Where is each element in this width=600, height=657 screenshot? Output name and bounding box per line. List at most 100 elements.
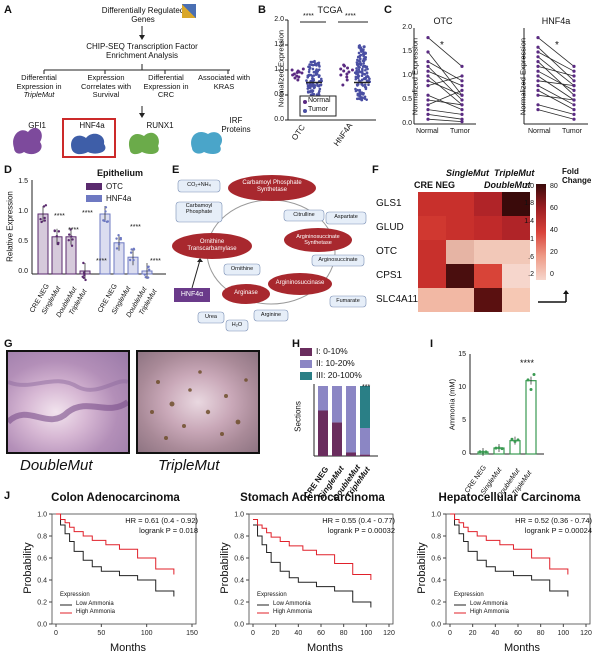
c-hnf4a-pairs xyxy=(536,36,576,121)
b-tumor-dot xyxy=(311,89,315,93)
j-xtick-label: 20 xyxy=(272,630,280,637)
b-legend-tumor-dot xyxy=(303,109,307,113)
panel-c-letter: C xyxy=(384,4,392,16)
j-title: Stomach Adenocarcinoma xyxy=(240,492,385,504)
c-normal-point xyxy=(426,84,430,88)
b-tumor-dot xyxy=(366,67,369,71)
d-otc-bar-point xyxy=(81,275,84,278)
d-otc-bar xyxy=(37,213,49,275)
j-xtick-label: 100 xyxy=(141,630,153,637)
c-pair-line xyxy=(537,46,575,82)
i-ytick-3: 15 xyxy=(458,351,466,358)
b-tumor-dot xyxy=(317,91,321,95)
d-otc-bar-point xyxy=(68,233,71,236)
b-tumor-dot xyxy=(358,55,361,59)
f-heat-cell xyxy=(446,264,474,288)
c-tumor-point xyxy=(460,117,464,121)
h-stack-segment xyxy=(318,386,328,411)
panel-a-letter: A xyxy=(4,4,12,16)
b-tumor-dot xyxy=(365,71,369,74)
b-normal-dot xyxy=(345,72,349,76)
b-normal-dot xyxy=(290,68,294,72)
a-branch-2: Expression Correlates with Survival xyxy=(80,73,132,100)
factor-gfi1: GFI1 xyxy=(28,121,46,130)
b-ytick-0: 0.0 xyxy=(274,116,284,123)
d-ytick-1: 0.5 xyxy=(18,238,28,245)
d-otc-bar-point xyxy=(43,216,46,220)
e-arginase: Arginase xyxy=(234,290,258,296)
d-ytick-3: 1.5 xyxy=(18,178,28,185)
d-otc-bar-point xyxy=(57,241,60,245)
b-normal-dot xyxy=(293,76,297,80)
c-pair-line xyxy=(537,80,575,86)
j-xtick-label: 100 xyxy=(360,630,372,637)
j-legend-low: Low Ammonia xyxy=(76,601,114,607)
a-branch-4: Associated with KRAS xyxy=(197,73,251,91)
c-pair-line xyxy=(537,104,575,115)
c-tumor-point xyxy=(460,64,464,68)
b-tumor-dot xyxy=(356,88,360,92)
h-legend-swatch-1 xyxy=(300,348,312,356)
heatmap-thumb-icon xyxy=(182,4,196,18)
c-pair-line xyxy=(427,99,463,106)
b-tumor-dot xyxy=(315,93,319,96)
c-tumor-point xyxy=(572,112,576,116)
c-pair-line xyxy=(427,70,463,86)
panel-b-letter: B xyxy=(258,4,266,16)
f-row-2: OTC xyxy=(376,246,398,257)
c-normal-point xyxy=(426,112,430,116)
j-curve-low xyxy=(450,513,569,597)
c-normal-point xyxy=(536,93,540,97)
e-citrulline: Citrulline xyxy=(293,212,315,218)
b-normal-dot xyxy=(342,64,346,68)
c-title-hnf4a: HNF4a xyxy=(541,16,571,26)
f-tr-0: 80 xyxy=(550,183,558,190)
irf-protein-icon xyxy=(191,131,223,154)
d-ylabel: Relative Expression xyxy=(5,191,15,262)
b-tumor-dot xyxy=(361,96,364,99)
j-ytick-label: 0.4 xyxy=(37,578,47,585)
c-pair-line xyxy=(427,90,463,106)
c-tumor-point xyxy=(460,98,464,102)
j-curve-high xyxy=(253,519,372,580)
c-sig-1: * xyxy=(440,40,444,51)
h-legend-3: III: 20-100% xyxy=(316,370,362,380)
c-normal-point xyxy=(426,103,430,107)
i-bar xyxy=(525,380,537,455)
d-legend-hnf4a: HNF4a xyxy=(106,194,132,203)
b-title: TCGA xyxy=(317,5,343,15)
e-asl: Argininosuccinase xyxy=(275,280,325,286)
j-ytick-label: 0.6 xyxy=(37,556,47,563)
i-ylabel: Ammonia (mM) xyxy=(447,378,457,431)
d-hnf4a-bar-point xyxy=(115,247,119,250)
j-legend-low: Low Ammonia xyxy=(273,601,311,607)
b-normal-dot xyxy=(297,70,301,74)
f-heat-cell xyxy=(446,192,474,216)
j-xlabel: Months xyxy=(306,642,344,654)
d-hnf4a-bar-point xyxy=(128,258,132,262)
d-hnf4a-bar-point xyxy=(132,248,136,251)
b-tumor-dot xyxy=(363,65,367,68)
b-tumor-dot xyxy=(362,48,365,51)
c-pair-line xyxy=(537,61,575,96)
b-tumor-dot xyxy=(309,82,312,86)
f-heat-cell xyxy=(474,240,502,264)
f-row-0: GLS1 xyxy=(376,198,402,209)
e-otc: Ornithine Transcarbamylase xyxy=(187,239,237,252)
d-otc-bar-point xyxy=(39,217,42,221)
h-stack-segment xyxy=(360,428,370,455)
e-aspartate: Aspartate xyxy=(334,214,358,220)
b-tumor-dot xyxy=(365,98,368,101)
d-otc-bar-point xyxy=(67,239,70,242)
b-tumor-dot xyxy=(362,92,365,95)
c-normal-point xyxy=(426,117,430,121)
e-ornithine: Ornithine xyxy=(230,266,254,272)
factor-hnf4a: HNF4a xyxy=(79,121,105,130)
b-tumor-dot xyxy=(363,77,366,80)
c-normal-point xyxy=(536,79,540,83)
c-normal-point xyxy=(536,84,540,88)
i-ytick-0: 0 xyxy=(462,450,466,457)
b-normal-dot xyxy=(350,68,354,72)
e-urea-cycle xyxy=(172,175,367,332)
b-tumor-dot xyxy=(362,57,366,61)
